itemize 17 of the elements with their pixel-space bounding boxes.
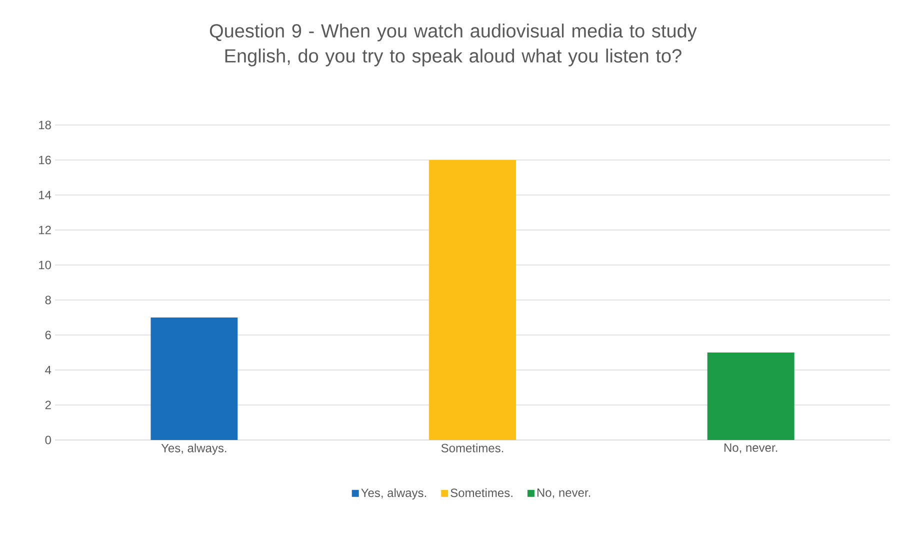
y-tick-label: 14	[39, 190, 52, 200]
y-tick-label: 2	[45, 400, 51, 410]
x-tick-label: No, never.	[724, 444, 778, 454]
y-tick-label: 0	[45, 436, 52, 444]
y-tick-label: 16	[39, 156, 51, 164]
legend-label: Sometimes.	[450, 488, 512, 498]
y-tick-label: 4	[45, 366, 52, 374]
x-tick-label: Yes, always.	[161, 444, 226, 455]
y-tick-label: 12	[39, 226, 51, 234]
chart-title: Question 9 - When you watch audiovisual media to study English, do you try to speak aloud what you listen to?	[210, 24, 697, 66]
legend-label: Yes, always.	[361, 488, 426, 500]
y-tick-label: 6	[45, 330, 51, 340]
legend-label: No, never.	[537, 488, 590, 498]
y-tick-label: 18	[39, 120, 51, 130]
y-tick-label: 10	[39, 260, 52, 270]
x-tick-label: Sometimes.	[441, 444, 504, 452]
y-tick-label: 8	[45, 296, 51, 304]
